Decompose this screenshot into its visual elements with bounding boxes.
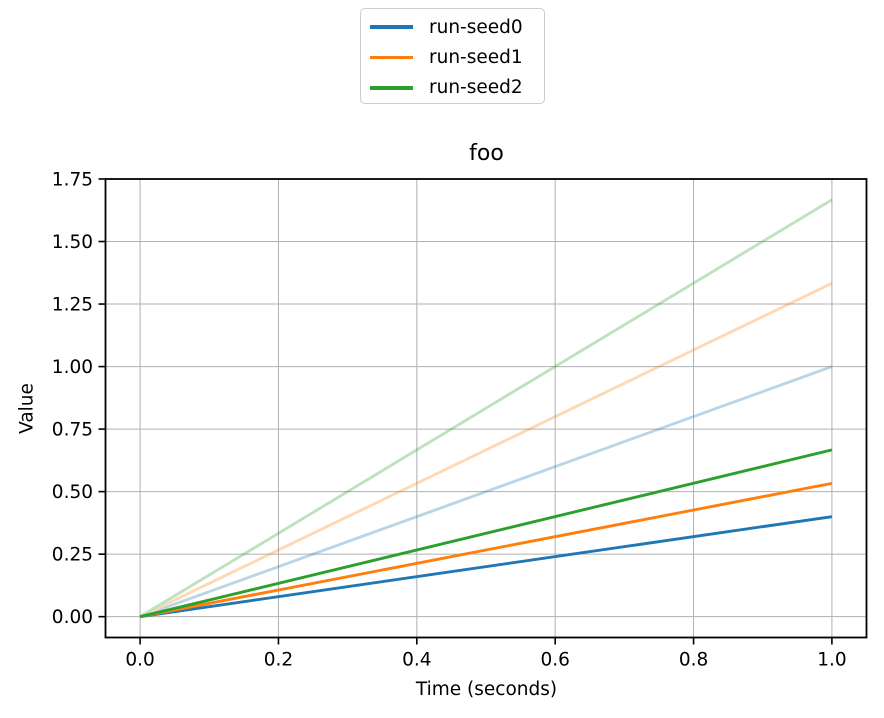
x-tick-label: 0.2 [264, 650, 293, 671]
series-raw-lines [139, 198, 833, 619]
axes-border [104, 178, 868, 639]
legend-line-swatch-run-seed1 [370, 55, 413, 60]
legend-item-run-seed0: run-seed0 [370, 12, 544, 42]
series-line-run-seed1-smoothed [139, 481, 833, 619]
legend-line-swatch-run-seed0 [370, 25, 413, 30]
series-line-run-seed2-smoothed [139, 448, 833, 619]
series-line-run-seed0-smoothed [139, 515, 833, 619]
x-tick-label: 0.4 [402, 650, 431, 671]
grid [105, 178, 867, 638]
legend-label-run-seed1: run-seed1 [429, 47, 523, 68]
y-tick-label: 0.00 [52, 607, 93, 628]
series-line-run-seed2-raw [139, 198, 833, 618]
series-line-run-seed1-raw [139, 281, 833, 618]
legend: run-seed0 run-seed1 run-seed2 [360, 8, 545, 104]
chart-title: foo [469, 141, 504, 166]
x-tick-label: 0.8 [679, 650, 708, 671]
x-tick-label: 1.0 [817, 650, 846, 671]
ticks [98, 178, 833, 645]
y-axis-label: Value [16, 383, 38, 434]
y-tick-label: 1.00 [52, 357, 93, 378]
x-tick-label: 0.6 [540, 650, 569, 671]
series-line-run-seed0-raw [139, 365, 833, 619]
y-tick-label: 1.50 [52, 232, 93, 253]
x-tick-label: 0.0 [125, 650, 154, 671]
series-smoothed-lines [139, 448, 833, 619]
y-tick-label: 0.50 [52, 482, 93, 503]
legend-line-swatch-run-seed2 [370, 85, 413, 90]
legend-item-run-seed1: run-seed1 [370, 43, 544, 73]
y-tick-label: 1.75 [52, 170, 93, 191]
legend-label-run-seed0: run-seed0 [429, 16, 523, 38]
y-tick-label: 1.25 [52, 295, 93, 316]
legend-item-run-seed2: run-seed2 [370, 73, 544, 103]
x-axis-label: Time (seconds) [415, 679, 558, 700]
y-tick-label: 0.25 [52, 545, 93, 566]
legend-label-run-seed2: run-seed2 [429, 77, 523, 99]
y-tick-label: 0.75 [52, 420, 93, 441]
tick-labels: 0.0 0.2 0.4 0.6 0.8 1.0 0.00 0.25 0.50 0.75 1.00 1.… [52, 170, 847, 671]
